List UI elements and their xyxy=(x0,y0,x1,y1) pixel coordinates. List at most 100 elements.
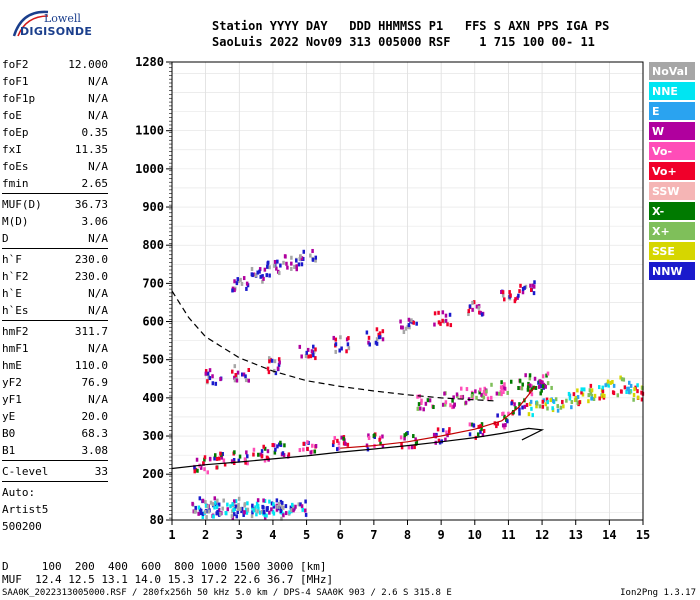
echo-point xyxy=(219,511,222,516)
param-value: 68.3 xyxy=(81,427,109,440)
echo-point xyxy=(203,457,206,462)
echo-point xyxy=(268,510,271,515)
echo-point xyxy=(313,449,317,454)
echo-point xyxy=(490,382,493,387)
echo-point xyxy=(297,262,301,267)
param-name: B1 xyxy=(2,444,16,457)
echo-point xyxy=(260,449,264,454)
param-row: hmF2 311.7 xyxy=(2,323,108,340)
echo-point xyxy=(347,336,350,341)
echo-point xyxy=(561,399,564,404)
y-tick-label: 700 xyxy=(142,276,164,290)
echo-point xyxy=(529,399,533,404)
y-axis-ticks: 80 200 300 400 500 600 700 800 900 1000 1100 1280 xyxy=(135,55,172,527)
echo-point xyxy=(334,337,338,342)
echo-point xyxy=(404,432,408,437)
echo-point xyxy=(530,384,533,389)
echo-point xyxy=(459,395,463,400)
echo-point xyxy=(332,440,335,445)
echo-point xyxy=(333,436,337,441)
echo-point xyxy=(477,305,481,310)
echo-point xyxy=(347,346,351,351)
echo-point xyxy=(417,406,420,411)
y-tick-label: 80 xyxy=(150,513,164,527)
echo-point xyxy=(229,504,232,509)
echo-point xyxy=(208,376,212,381)
echo-point xyxy=(448,427,451,432)
echo-point xyxy=(266,449,270,454)
echo-point xyxy=(546,406,549,411)
echo-point xyxy=(526,385,530,390)
echo-point xyxy=(415,321,418,326)
echo-point xyxy=(437,438,441,443)
echo-point xyxy=(530,392,534,397)
echo-point xyxy=(240,281,244,286)
echo-point xyxy=(225,511,228,516)
param-separator xyxy=(2,481,108,482)
echo-point xyxy=(257,506,260,511)
echo-point xyxy=(257,452,260,457)
echo-point xyxy=(271,443,275,448)
echo-point xyxy=(640,390,643,395)
echo-point xyxy=(199,511,203,516)
echo-point xyxy=(413,445,416,450)
echo-point xyxy=(520,386,524,391)
echo-point xyxy=(272,443,276,448)
echo-point xyxy=(260,509,264,514)
echo-point xyxy=(233,378,237,383)
echo-point xyxy=(309,253,312,258)
echo-point xyxy=(346,342,350,347)
x-tick-label: 11 xyxy=(501,528,515,542)
legend-label: Vo- xyxy=(652,145,672,158)
echo-point xyxy=(215,456,219,461)
echo-point xyxy=(554,397,558,402)
echo-point xyxy=(475,395,478,400)
echo-point xyxy=(201,511,205,516)
version-label: Ion2Png 1.3.17 xyxy=(620,588,696,598)
param-value: 2.65 xyxy=(81,177,109,190)
echo-point xyxy=(609,380,612,385)
echo-point xyxy=(399,435,403,440)
echo-point xyxy=(407,445,411,450)
echo-point xyxy=(300,504,304,509)
param-row: h`F 230.0 xyxy=(2,251,108,268)
echo-point xyxy=(507,411,510,416)
echo-point xyxy=(481,433,485,438)
param-row: foEp 0.35 xyxy=(2,124,108,141)
echo-point xyxy=(336,438,339,443)
param-value: N/A xyxy=(88,109,108,122)
echo-point xyxy=(340,346,343,351)
echo-point xyxy=(474,389,477,394)
echo-point xyxy=(246,454,249,459)
legend-swatch xyxy=(649,242,695,260)
echo-point xyxy=(246,501,249,506)
echo-point xyxy=(279,499,283,504)
echo-point xyxy=(233,512,236,517)
echo-point xyxy=(432,432,436,437)
param-row: B0 68.3 xyxy=(2,425,108,442)
echo-point xyxy=(251,510,254,515)
legend-label: X+ xyxy=(652,225,670,238)
x-tick-label: 6 xyxy=(337,528,344,542)
echo-point xyxy=(279,263,282,268)
echo-point xyxy=(381,337,385,342)
echo-point xyxy=(527,381,530,386)
echo-point xyxy=(407,323,411,328)
param-row: D N/A xyxy=(2,230,108,247)
echo-point xyxy=(258,269,261,274)
echo-point xyxy=(309,450,312,455)
echo-point xyxy=(533,280,536,285)
echo-point xyxy=(263,458,267,463)
echo-point xyxy=(291,502,294,507)
y-tick-label: 1000 xyxy=(135,162,164,176)
echo-point xyxy=(204,369,208,374)
echo-point xyxy=(305,350,308,355)
echo-point xyxy=(468,422,472,427)
echo-point xyxy=(378,437,381,442)
echo-point xyxy=(302,256,305,261)
echo-point xyxy=(304,354,308,359)
param-name: hmE xyxy=(2,359,22,372)
x-tick-label: 5 xyxy=(303,528,310,542)
echo-point xyxy=(206,504,210,509)
echo-point xyxy=(636,383,639,388)
